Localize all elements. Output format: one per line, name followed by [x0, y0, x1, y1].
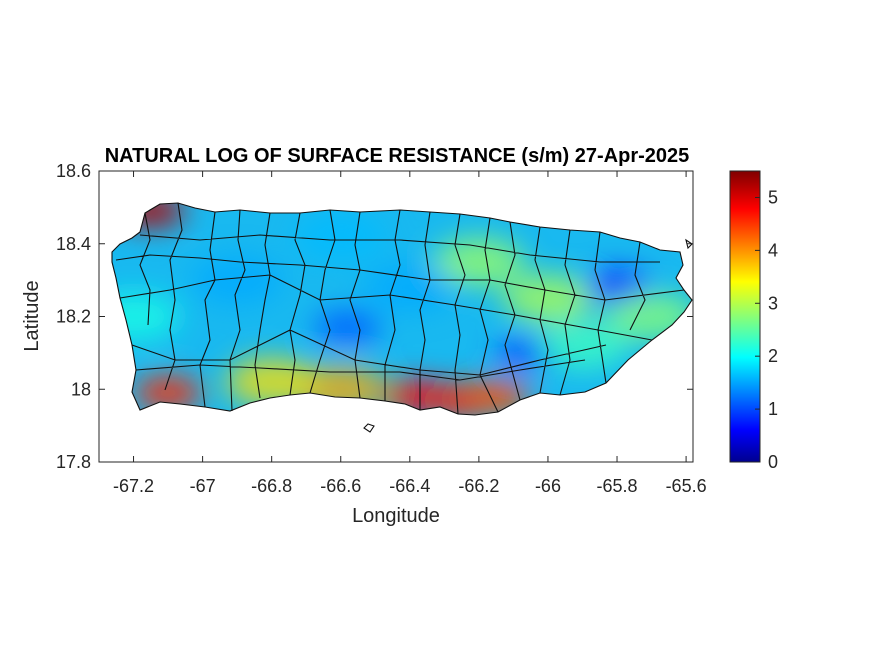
field-sample-15: [112, 292, 180, 341]
x-tick-label: -66.6: [320, 476, 361, 496]
x-tick-label: -65.6: [666, 476, 707, 496]
colorbar-tick-label: 0: [768, 452, 778, 472]
field-sample-10: [191, 256, 284, 305]
colorbar: 0 1 2 3 4 5: [729, 170, 778, 472]
surface-resistance-field: [112, 203, 692, 415]
colorbar-tick-label: 2: [768, 346, 778, 366]
y-axis: 17.8 18 18.2 18.4 18.6: [56, 161, 693, 472]
x-tick-label: -66.8: [251, 476, 292, 496]
municipality-boundaries: [111, 202, 693, 433]
x-tick-label: -67.2: [113, 476, 154, 496]
y-tick-label: 18.2: [56, 307, 91, 327]
x-axis: -67.2 -67 -66.8 -66.6 -66.4 -66.2 -66 -65.8 -65.…: [113, 171, 707, 496]
colorbar-gradient: [729, 170, 761, 463]
y-axis-label: Latitude: [21, 280, 43, 351]
x-tick-label: -67: [190, 476, 216, 496]
chart-title: NATURAL LOG OF SURFACE RESISTANCE (s/m) …: [105, 145, 690, 167]
field-sample-17: [536, 321, 629, 370]
field-sample-16: [363, 263, 456, 312]
x-axis-label: Longitude: [352, 505, 440, 527]
y-tick-label: 17.8: [56, 452, 91, 472]
field-sample-14: [294, 212, 387, 261]
y-tick-label: 18: [71, 379, 91, 399]
municipality-lines: [115, 202, 685, 415]
colorbar-tick-label: 4: [768, 240, 778, 260]
x-tick-label: -66: [535, 476, 561, 496]
field-sample-1: [134, 376, 203, 409]
colorbar-tick-label: 5: [768, 187, 778, 207]
x-tick-label: -65.8: [597, 476, 638, 496]
x-tick-label: -66.2: [458, 476, 499, 496]
colorbar-tick-label: 1: [768, 399, 778, 419]
y-tick-label: 18.6: [56, 161, 91, 181]
x-tick-label: -66.4: [389, 476, 430, 496]
colorbar-tick-label: 3: [768, 293, 778, 313]
y-tick-label: 18.4: [56, 234, 91, 254]
field-sample-9: [313, 311, 382, 344]
offshore-island: [363, 423, 375, 433]
